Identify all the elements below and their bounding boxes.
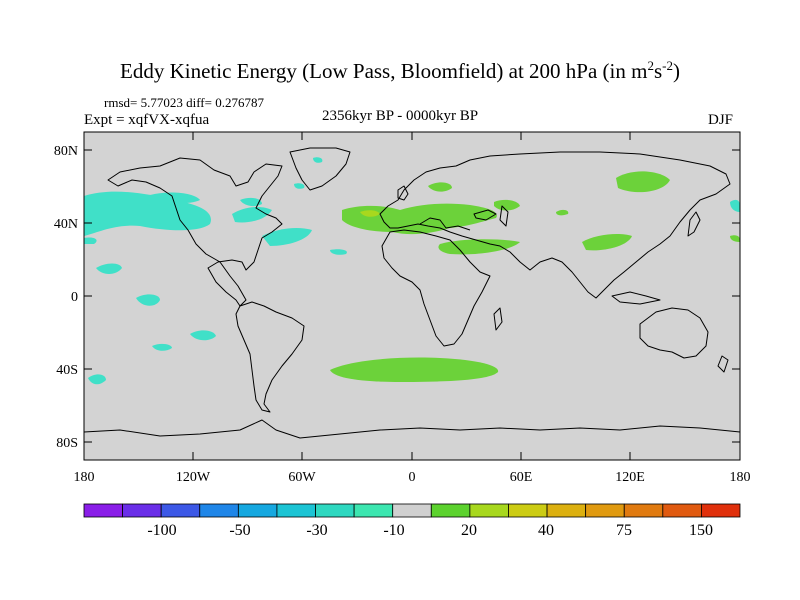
colorbar-label-minus100: -100 bbox=[147, 522, 176, 539]
mediterranean-coast bbox=[419, 217, 471, 231]
experiment-label: Expt = xqfVX-xqfua bbox=[84, 112, 210, 128]
anomaly-shading bbox=[84, 157, 740, 385]
indonesia-coast bbox=[611, 291, 661, 305]
rmsd-diff-stats: rmsd= 5.77023 diff= 0.276787 bbox=[104, 95, 264, 110]
colorbar-labels: -100 -50 -30 -10 20 40 75 150 bbox=[147, 522, 713, 539]
lon-label-60e: 60E bbox=[510, 470, 533, 485]
lon-label-180e: 180 bbox=[730, 470, 751, 485]
new-zealand-coast bbox=[717, 355, 729, 373]
colorbar-swatch-14 bbox=[623, 503, 664, 518]
hudson-cyan bbox=[240, 197, 262, 207]
lon-label-0: 0 bbox=[409, 470, 416, 485]
colorbar-swatch-9 bbox=[430, 503, 471, 518]
greenland-coast bbox=[289, 147, 351, 191]
lat-label-40s: 40S bbox=[56, 363, 78, 378]
south-pacific-cyan-2 bbox=[152, 343, 172, 351]
title-unit-s: s bbox=[653, 59, 663, 83]
colorbar-swatch-0 bbox=[83, 503, 123, 518]
europe-yellow-core bbox=[360, 210, 380, 217]
tropical-pacific-cyan bbox=[136, 294, 160, 306]
south-pacific-cyan-3 bbox=[88, 374, 106, 385]
siberia-green-region bbox=[616, 171, 670, 193]
colorbar-label-40: 40 bbox=[538, 522, 554, 539]
time-period-label: 2356kyr BP - 0000kyr BP bbox=[322, 108, 479, 124]
colorbar-swatch-13 bbox=[585, 503, 625, 518]
colorbar-swatch-2 bbox=[160, 503, 201, 518]
southern-ocean-green-region bbox=[330, 357, 499, 382]
antarctica-coast bbox=[83, 419, 741, 439]
arabia-green bbox=[556, 209, 569, 216]
africa-coast bbox=[381, 229, 491, 347]
colorbar-swatch-3 bbox=[199, 503, 239, 518]
mediterranean-green bbox=[438, 239, 520, 255]
caspian-coast bbox=[499, 205, 509, 227]
north-atlantic-cyan bbox=[262, 228, 312, 246]
colorbar-swatch-11 bbox=[508, 503, 548, 518]
lon-label-120w: 120W bbox=[176, 470, 211, 485]
north-america-coast bbox=[107, 157, 283, 307]
colorbar-swatch-8 bbox=[392, 503, 432, 518]
eurasia-coast bbox=[379, 151, 731, 299]
uk-coast bbox=[397, 185, 409, 201]
east-pacific-cyan bbox=[96, 263, 122, 274]
tibet-green-region bbox=[582, 234, 632, 251]
colorbar-label-minus50: -50 bbox=[229, 522, 250, 539]
lon-label-60w: 60W bbox=[288, 470, 316, 485]
north-pacific-cyan-upper bbox=[150, 192, 200, 204]
colorbar-swatch-12 bbox=[546, 503, 587, 518]
east-edge-green bbox=[730, 235, 740, 242]
north-pacific-cyan-strip bbox=[84, 237, 97, 244]
colorbar-swatch-10 bbox=[469, 503, 509, 518]
australia-coast bbox=[639, 307, 709, 359]
lon-label-180w: 180 bbox=[74, 470, 95, 485]
south-pacific-cyan-1 bbox=[190, 330, 216, 341]
mid-atlantic-cyan bbox=[330, 249, 347, 255]
colorbar-swatch-1 bbox=[122, 503, 162, 518]
title-superscript-minus2: -2 bbox=[662, 58, 673, 73]
title-close-paren: ) bbox=[672, 59, 680, 83]
colorbar bbox=[83, 503, 741, 518]
coastlines bbox=[83, 147, 741, 439]
black-sea-coast bbox=[473, 209, 497, 221]
lat-label-40n: 40N bbox=[54, 217, 78, 232]
east-edge-cyan bbox=[730, 199, 740, 212]
title-text: Eddy Kinetic Energy (Low Pass, Bloomfiel… bbox=[120, 59, 648, 83]
colorbar-label-minus10: -10 bbox=[383, 522, 404, 539]
lat-label-80n: 80N bbox=[54, 144, 78, 159]
caspian-green bbox=[494, 199, 520, 211]
lat-label-80s: 80S bbox=[56, 436, 78, 451]
lat-label-0: 0 bbox=[71, 290, 78, 305]
colorbar-swatch-6 bbox=[315, 503, 355, 518]
latitude-labels: 80N 40N 0 40S 80S bbox=[54, 144, 78, 451]
season-label: DJF bbox=[708, 112, 734, 128]
japan-coast bbox=[687, 211, 701, 237]
map-ticks bbox=[84, 132, 740, 460]
colorbar-swatch-5 bbox=[276, 503, 316, 518]
lon-label-120e: 120E bbox=[615, 470, 645, 485]
colorbar-label-minus30: -30 bbox=[306, 522, 327, 539]
colorbar-label-75: 75 bbox=[616, 522, 632, 539]
arctic-cyan bbox=[313, 157, 323, 163]
map-title: Eddy Kinetic Energy (Low Pass, Bloomfiel… bbox=[0, 58, 800, 84]
colorbar-label-20: 20 bbox=[461, 522, 477, 539]
colorbar-swatch-7 bbox=[353, 503, 394, 518]
colorbar-swatch-15 bbox=[662, 503, 702, 518]
greenland-cyan bbox=[294, 183, 305, 189]
south-america-coast bbox=[235, 301, 305, 413]
title-superscript-2: 2 bbox=[647, 58, 654, 73]
madagascar-coast bbox=[493, 307, 503, 331]
north-america-cyan bbox=[232, 206, 272, 223]
colorbar-label-150: 150 bbox=[689, 522, 713, 539]
longitude-labels: 180 120W 60W 0 60E 120E 180 bbox=[74, 470, 751, 485]
colorbar-swatch-4 bbox=[237, 503, 278, 518]
colorbar-swatch-16 bbox=[701, 503, 741, 518]
scandinavia-green bbox=[428, 182, 452, 192]
